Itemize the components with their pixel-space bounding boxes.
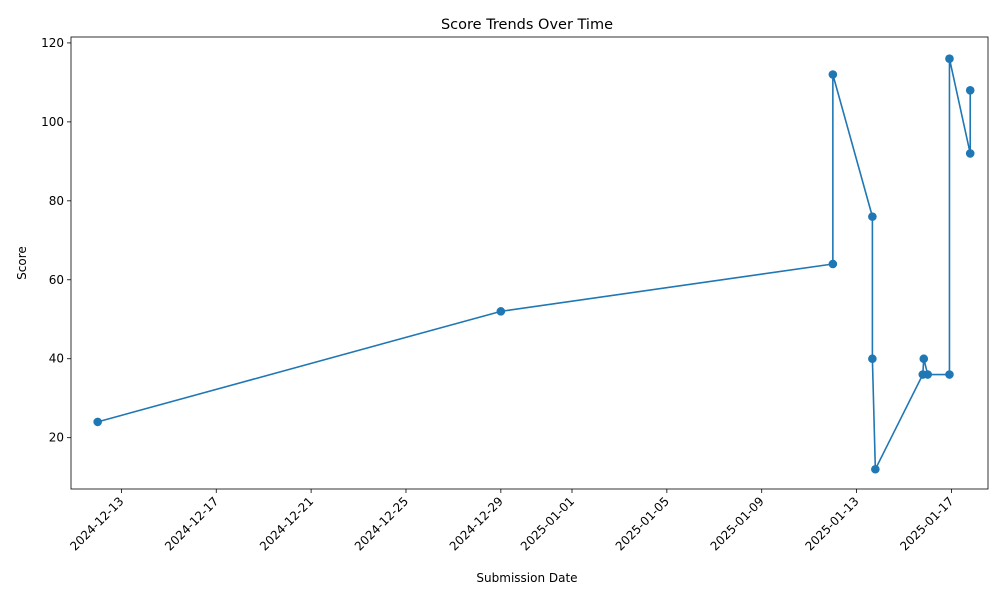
y-axis-title: Score xyxy=(15,246,29,280)
y-tick-label: 40 xyxy=(49,352,64,366)
y-tick-label: 120 xyxy=(41,36,64,50)
data-point xyxy=(871,464,880,474)
data-point xyxy=(919,354,929,364)
data-point xyxy=(496,307,506,316)
data-point xyxy=(828,259,838,269)
data-point xyxy=(945,370,954,379)
data-point xyxy=(868,354,877,364)
data-point xyxy=(868,212,877,221)
data-point xyxy=(923,370,933,379)
y-tick-label: 80 xyxy=(49,194,64,208)
data-point xyxy=(965,149,975,158)
plot-frame xyxy=(70,36,989,490)
data-point xyxy=(93,417,102,427)
data-point xyxy=(945,54,954,64)
y-tick-label: 100 xyxy=(41,115,64,129)
y-tick-label: 20 xyxy=(49,431,64,445)
data-point xyxy=(828,70,838,79)
series-line xyxy=(97,57,972,471)
plot-area xyxy=(93,54,975,474)
data-point xyxy=(965,85,975,95)
chart-title: Score Trends Over Time xyxy=(441,17,613,33)
x-axis-title: Submission Date xyxy=(476,571,577,585)
y-tick-label: 60 xyxy=(49,273,64,287)
